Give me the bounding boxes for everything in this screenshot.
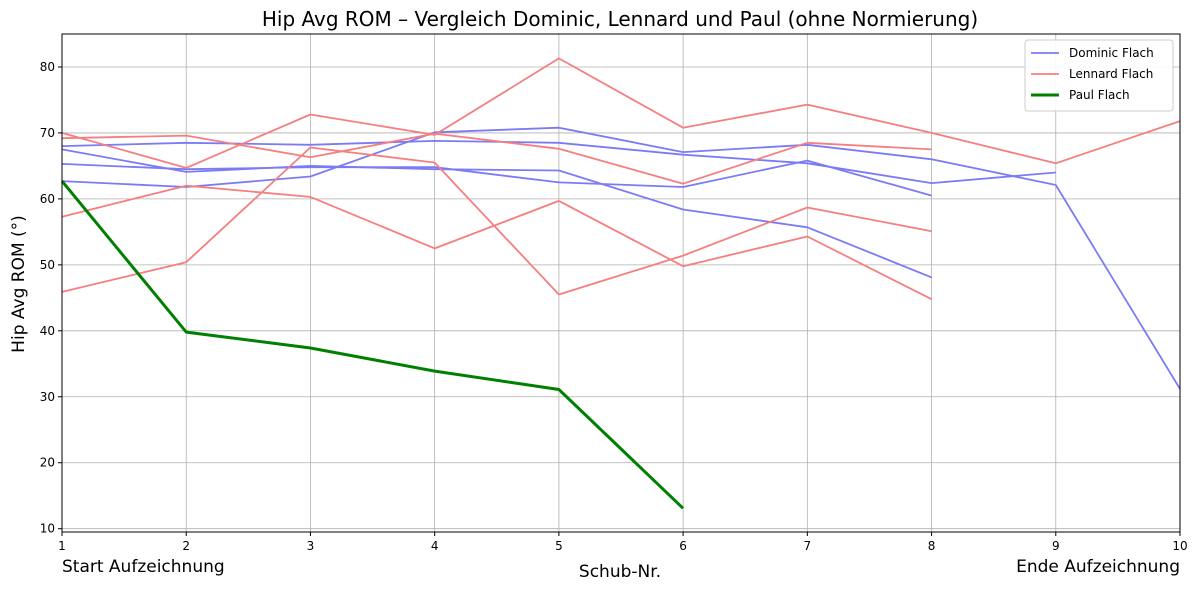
x-tick-label: 9 (1052, 539, 1060, 553)
x-tick-label: 1 (58, 539, 66, 553)
legend-entry: Lennard Flach (1069, 67, 1153, 81)
y-tick-label: 30 (40, 390, 55, 404)
y-tick-label: 50 (40, 258, 55, 272)
grid-lines (61, 34, 1181, 532)
series-line-5 (61, 132, 932, 185)
x-axis-label: Schub-Nr. (579, 562, 661, 582)
y-tick-label: 20 (40, 456, 55, 470)
y-axis-label: Hip Avg ROM (°) (9, 215, 29, 353)
series-line-3 (61, 159, 932, 197)
y-tick-label: 10 (40, 522, 55, 536)
series-line-7 (61, 184, 933, 301)
plot-frame (61, 33, 1181, 533)
legend-entry: Dominic Flach (1069, 46, 1154, 60)
legend-box (1024, 39, 1174, 112)
start-annotation: Start Aufzeichnung (62, 557, 225, 577)
y-tick-label: 40 (40, 324, 55, 338)
chart-title: Hip Avg ROM – Vergleich Dominic, Lennard… (262, 7, 978, 31)
x-tick-label: 4 (431, 539, 439, 553)
x-tick-label: 2 (182, 539, 190, 553)
legend: Dominic Flach Lennard Flach Paul Flach (1024, 39, 1174, 112)
series-line-9 (60, 180, 685, 510)
series-line-4 (61, 126, 1181, 390)
series-line-2 (61, 148, 932, 279)
x-tick-label: 3 (307, 539, 315, 553)
x-tick-label: 8 (928, 539, 936, 553)
x-tick-label: 5 (555, 539, 563, 553)
y-tick-label: 80 (40, 60, 55, 74)
series-lines (60, 57, 1181, 510)
x-axis-ticks: 1 2 3 4 5 6 7 8 9 10 (58, 532, 1188, 553)
y-axis-ticks: 10 20 30 40 50 60 70 80 (40, 60, 62, 536)
x-tick-label: 6 (679, 539, 687, 553)
x-tick-label: 7 (804, 539, 812, 553)
series-line-6 (61, 57, 1181, 169)
series-line-8 (61, 146, 932, 296)
y-tick-label: 60 (40, 192, 55, 206)
end-annotation: Ende Aufzeichnung (1016, 557, 1180, 577)
y-tick-label: 70 (40, 126, 55, 140)
legend-entry: Paul Flach (1069, 88, 1130, 102)
x-tick-label: 10 (1172, 539, 1187, 553)
